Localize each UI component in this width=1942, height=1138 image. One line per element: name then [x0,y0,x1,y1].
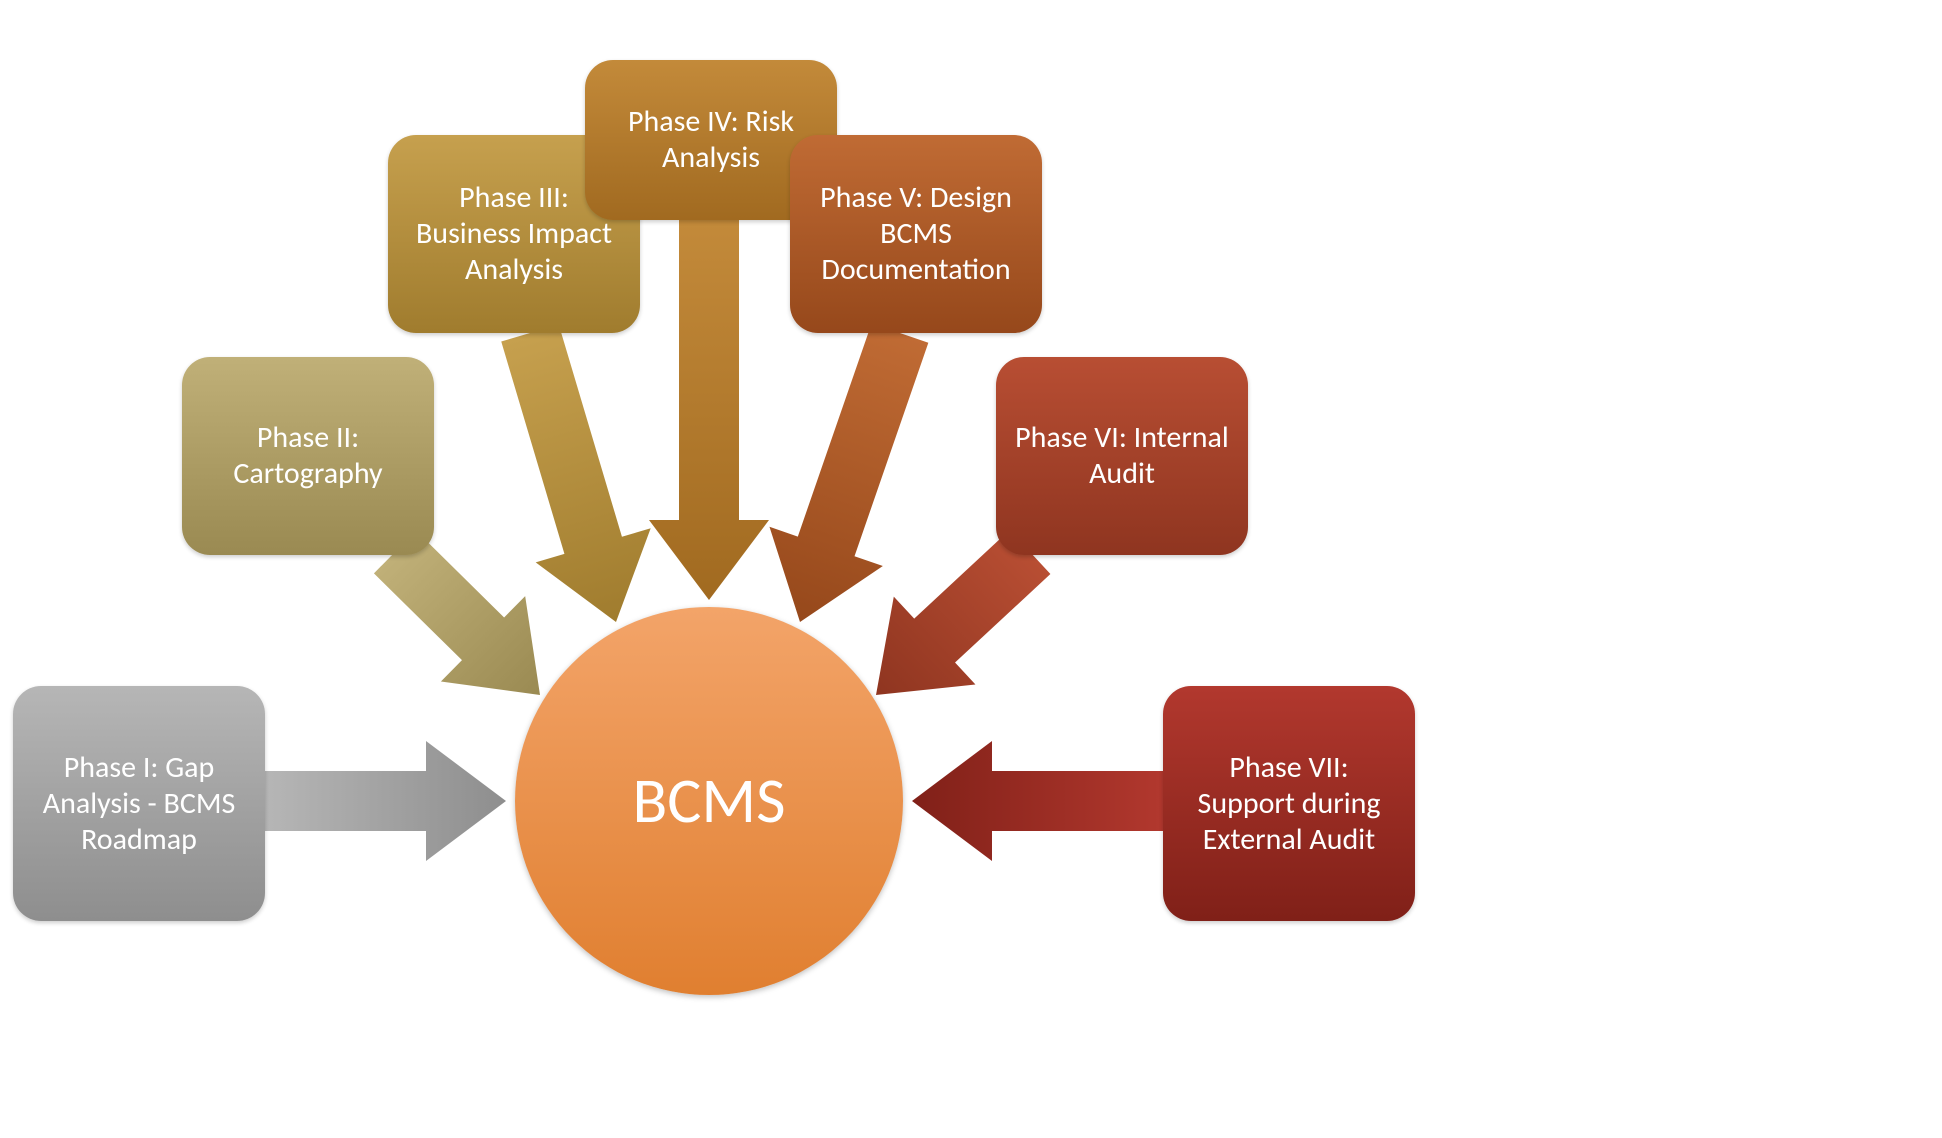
diagram-stage: BCMS Phase I: Gap Analysis - BCMS Roadmap… [0,0,1942,1138]
phase-node-p2: Phase II: Cartography [182,357,434,555]
phase-label: Phase VII: Support during External Audit [1181,750,1397,858]
phase-node-p7: Phase VII: Support during External Audit [1163,686,1415,921]
phase-label: Phase VI: Internal Audit [1014,420,1230,492]
arrow-2 [472,316,673,639]
phase-label: Phase I: Gap Analysis - BCMS Roadmap [31,750,247,858]
center-label: BCMS [632,762,785,840]
phase-node-p5: Phase V: Design BCMS Documentation [790,135,1042,333]
phase-label: Phase II: Cartography [200,420,416,492]
arrow-6 [912,741,1163,861]
phase-node-p1: Phase I: Gap Analysis - BCMS Roadmap [13,686,265,921]
arrow-4 [743,313,956,641]
phase-label: Phase IV: Risk Analysis [603,104,819,176]
arrow-0 [265,741,506,861]
phase-node-p6: Phase VI: Internal Audit [996,357,1248,555]
arrow-3 [649,220,769,600]
center-node: BCMS [515,607,903,995]
phase-label: Phase V: Design BCMS Documentation [808,180,1024,288]
